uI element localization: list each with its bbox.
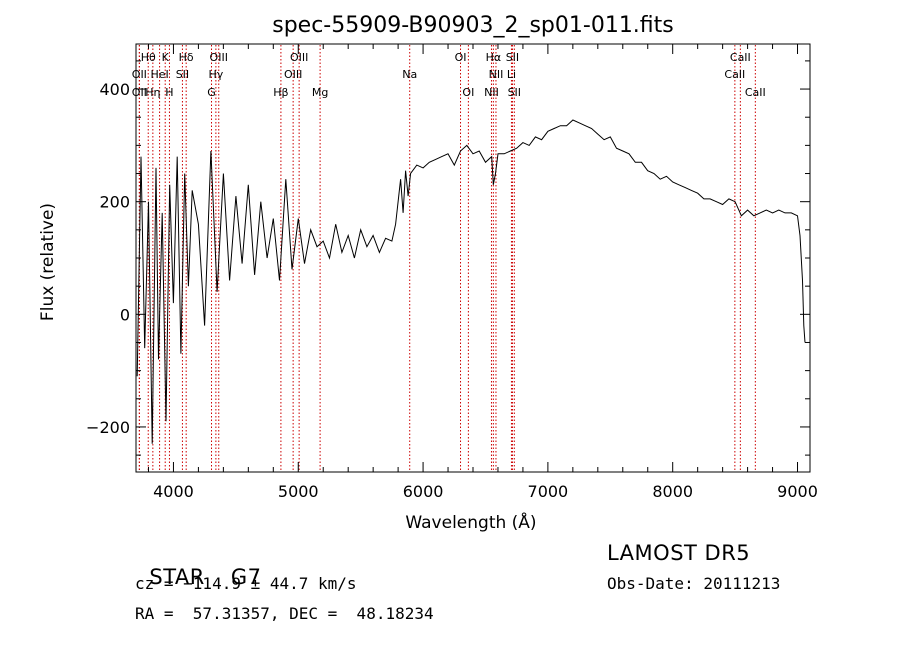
line-marker-label: OII [132,68,147,81]
plot-frame [135,43,811,473]
spectrum-series-line [136,119,806,444]
redshift-text: cz = −114.9 ± 44.7 km/s [135,574,357,593]
line-marker-label: Hδ [179,51,194,64]
line-marker-label: OI [462,86,474,99]
line-marker-label: CaII [730,51,751,64]
line-marker-label: NII [484,86,499,99]
line-marker-label: SII [508,86,521,99]
object-class: STAR [149,565,205,589]
x-axis: 4000 5000 6000 7000 8000 9000 [147,44,818,501]
line-marker-label: Hα [486,51,502,64]
line-marker-label: Mg [312,86,328,99]
coordinates: RA = 57.31357, DEC = 48.18234 [135,604,434,623]
chart-title: spec-55909-B90903_2_sp01-011.fits [272,13,674,38]
line-marker-label: SII [176,68,189,81]
y-tick-label: 0 [120,305,130,324]
line-marker-label: K [162,51,170,64]
line-marker-label: CaII [724,68,745,81]
y-axis: −200 0 200 400 [86,60,810,456]
line-marker-label: OIII [284,68,302,81]
x-tick-label: 4000 [153,482,194,501]
survey-label: LAMOST DR5 [607,541,751,565]
line-marker-label: NII [489,68,504,81]
line-marker-label: Hη [145,86,160,99]
y-tick-label: 200 [99,193,130,212]
class-label: STAR G7 [135,541,261,589]
line-markers [138,45,756,471]
line-marker-label: Hγ [208,68,223,81]
line-marker-label: Hβ [273,86,288,99]
line-marker-label: Hθ [141,51,156,64]
line-marker-label: Na [402,68,417,81]
line-marker-label: G [207,86,216,99]
line-marker-label: SII [506,51,519,64]
line-marker-label: HeI [150,68,168,81]
line-marker-label: H [165,86,173,99]
line-marker-label: CaII [745,86,766,99]
y-tick-label: −200 [86,418,130,437]
x-tick-label: 5000 [278,482,319,501]
y-tick-label: 400 [99,80,130,99]
x-tick-label: 6000 [403,482,444,501]
x-tick-label: 7000 [528,482,569,501]
y-axis-label: Flux (relative) [38,203,58,321]
line-marker-label: Li [507,68,516,81]
line-marker-label: OIII [210,51,228,64]
x-axis-label: Wavelength (Å) [405,511,536,533]
object-subclass: G7 [230,565,262,589]
line-marker-label: OIII [290,51,308,64]
line-marker-label: OI [455,51,467,64]
line-marker-labels: Hθ K Hδ OIII OIII OI Hα SII CaII OII HeI SII Hγ OIII N… [132,51,766,99]
x-tick-label: 8000 [652,482,693,501]
obs-date: Obs-Date: 20111213 [607,574,781,593]
x-tick-label: 9000 [777,482,818,501]
